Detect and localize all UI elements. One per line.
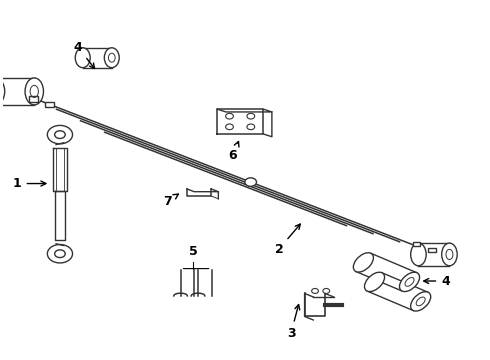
Polygon shape: [83, 48, 112, 68]
Ellipse shape: [411, 243, 426, 266]
Text: 2: 2: [274, 224, 300, 256]
Bar: [29, 96, 38, 102]
Circle shape: [225, 124, 233, 130]
Bar: [45, 102, 53, 108]
Text: 6: 6: [228, 141, 239, 162]
Text: 3: 3: [287, 305, 300, 339]
Polygon shape: [55, 191, 65, 240]
Ellipse shape: [441, 243, 457, 266]
Polygon shape: [0, 78, 34, 105]
Polygon shape: [356, 253, 417, 291]
Text: 5: 5: [189, 245, 197, 258]
Circle shape: [247, 113, 255, 119]
Ellipse shape: [75, 48, 90, 68]
Ellipse shape: [365, 272, 385, 292]
Ellipse shape: [104, 48, 119, 68]
Bar: [428, 248, 436, 252]
Text: 4: 4: [74, 41, 95, 68]
Ellipse shape: [411, 292, 431, 311]
Text: 4: 4: [424, 275, 450, 288]
Polygon shape: [53, 148, 67, 191]
Circle shape: [312, 288, 318, 293]
Bar: [413, 242, 420, 246]
Polygon shape: [368, 273, 428, 311]
Ellipse shape: [0, 78, 5, 105]
Circle shape: [245, 178, 256, 186]
Ellipse shape: [25, 78, 44, 105]
Circle shape: [247, 124, 255, 130]
Text: 1: 1: [13, 177, 46, 190]
Circle shape: [225, 113, 233, 119]
Ellipse shape: [399, 272, 419, 292]
Circle shape: [323, 288, 330, 293]
Ellipse shape: [353, 253, 373, 272]
Text: 7: 7: [163, 194, 178, 208]
Polygon shape: [418, 243, 449, 266]
